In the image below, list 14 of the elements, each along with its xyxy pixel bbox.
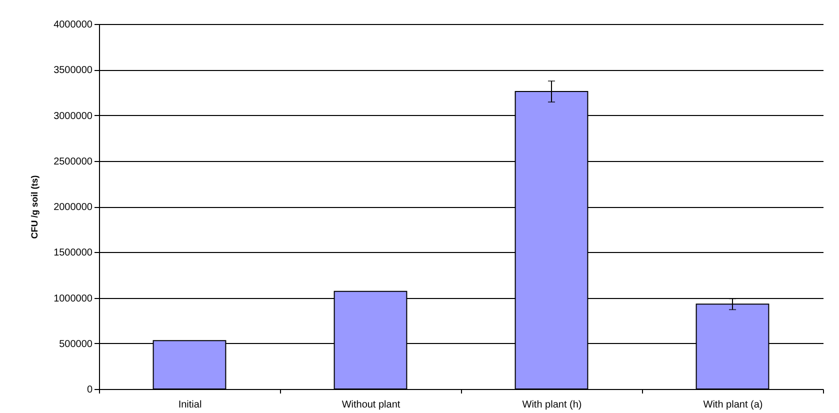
- x-tick-label: Initial: [178, 400, 202, 410]
- y-tick-label: 1000000: [54, 293, 93, 304]
- x-tick-label: With plant (h): [522, 400, 582, 410]
- y-tick-label: 4000000: [54, 20, 93, 30]
- y-tick-label: 2500000: [54, 156, 93, 168]
- y-tick-label: 3000000: [54, 110, 93, 122]
- y-axis-title: CFU /g soil (ts): [30, 175, 40, 239]
- x-tick-label: With plant (a): [703, 400, 763, 410]
- y-tick-label: 1500000: [54, 248, 93, 259]
- y-tick-label: 3500000: [54, 65, 93, 76]
- y-tick-label: 500000: [59, 338, 93, 350]
- y-tick-label: 0: [86, 384, 93, 396]
- x-tick-label: Without plant: [342, 400, 400, 410]
- y-tick-label: 2000000: [54, 202, 93, 213]
